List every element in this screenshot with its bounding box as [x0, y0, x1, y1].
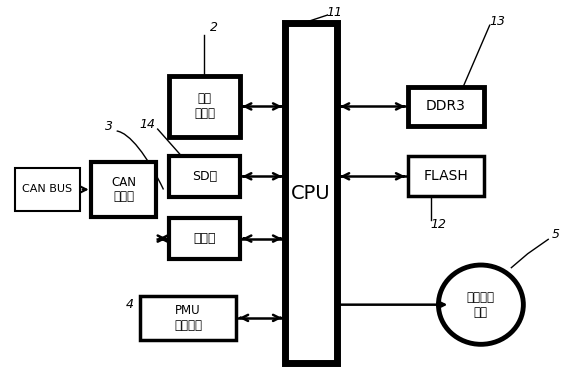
Text: 13: 13: [490, 15, 505, 28]
Bar: [92, 162, 156, 217]
Bar: [408, 86, 484, 126]
Bar: [140, 296, 237, 340]
Text: 14: 14: [139, 118, 155, 131]
Text: 单片机: 单片机: [193, 232, 216, 245]
Bar: [15, 168, 80, 211]
Bar: [170, 218, 239, 259]
Bar: [170, 155, 239, 197]
Text: CPU: CPU: [291, 184, 331, 203]
Ellipse shape: [438, 265, 524, 344]
Bar: [408, 157, 484, 196]
Text: 3: 3: [105, 119, 113, 133]
Text: CAN BUS: CAN BUS: [22, 185, 73, 194]
Text: 单目
摄像头: 单目 摄像头: [194, 92, 215, 121]
Text: 5: 5: [552, 228, 560, 241]
Text: 12: 12: [431, 218, 447, 231]
Text: 11: 11: [326, 6, 342, 19]
Text: 车机显示
模块: 车机显示 模块: [467, 291, 495, 319]
Text: 2: 2: [211, 20, 218, 34]
Text: FLASH: FLASH: [423, 169, 468, 183]
Text: DDR3: DDR3: [426, 99, 465, 113]
Text: SD卡: SD卡: [192, 170, 217, 183]
Text: PMU
电源模块: PMU 电源模块: [174, 304, 202, 332]
Text: CAN
收发器: CAN 收发器: [111, 175, 136, 204]
Text: 4: 4: [126, 298, 133, 311]
Bar: [170, 76, 239, 137]
Bar: [285, 23, 338, 363]
